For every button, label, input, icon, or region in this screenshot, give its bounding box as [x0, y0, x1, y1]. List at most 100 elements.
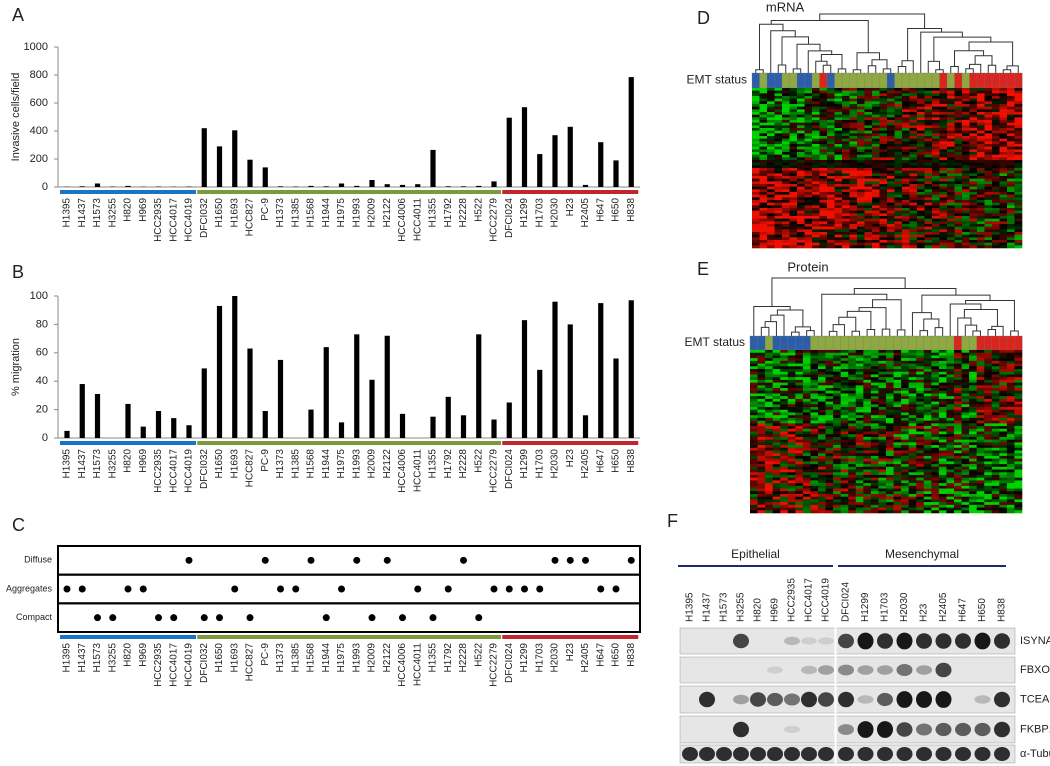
- heatmap-cell: [984, 377, 993, 381]
- heatmap-cell: [923, 428, 932, 432]
- heatmap-cell: [901, 404, 909, 408]
- heatmap-cell: [977, 130, 985, 134]
- heatmap-cell: [969, 423, 977, 427]
- heatmap-cell: [1007, 138, 1015, 142]
- heatmap-cell: [924, 160, 933, 163]
- heatmap-cell: [1014, 480, 1023, 484]
- heatmap-cell: [894, 234, 903, 238]
- heatmap-cell: [938, 436, 947, 440]
- heatmap-cell: [825, 363, 834, 367]
- heatmap-cell: [977, 218, 985, 222]
- heatmap-cell: [870, 493, 879, 497]
- dot: [460, 556, 467, 564]
- blot-band: [733, 721, 749, 738]
- heatmap-cell: [855, 355, 864, 359]
- heatmap-cell: [894, 114, 903, 118]
- heatmap-cell: [909, 141, 918, 145]
- heatmap-cell: [999, 385, 1008, 389]
- heatmap-cell: [947, 109, 955, 113]
- heatmap-cell: [961, 502, 970, 506]
- heatmap-cell: [767, 88, 775, 91]
- heatmap-cell: [916, 450, 925, 454]
- heatmap-cell: [947, 224, 955, 227]
- heatmap-cell: [812, 229, 820, 233]
- heatmap-cell: [923, 415, 932, 419]
- heatmap-cell: [804, 149, 813, 153]
- heatmap-cell: [879, 165, 888, 169]
- bar: [201, 368, 207, 438]
- heatmap-cell: [772, 428, 781, 432]
- heatmap-cell: [961, 439, 970, 443]
- heatmap-cell: [999, 144, 1008, 147]
- heatmap-cell: [878, 436, 887, 440]
- heatmap-cell: [1014, 112, 1023, 115]
- heatmap-cell: [992, 149, 1000, 153]
- heatmap-cell: [757, 374, 766, 378]
- heatmap-cell: [977, 184, 985, 187]
- heatmap-cell: [863, 488, 872, 492]
- heatmap-cell: [872, 208, 880, 211]
- heatmap-cell: [946, 407, 955, 411]
- dendrogram-branch: [927, 60, 940, 73]
- heatmap-cell: [878, 417, 887, 421]
- heatmap-cell: [797, 101, 805, 105]
- heatmap-cell: [893, 436, 902, 440]
- heatmap-cell: [931, 466, 940, 470]
- heatmap-cell: [954, 202, 963, 206]
- heatmap-cell: [849, 234, 858, 238]
- heatmap-cell: [878, 377, 887, 381]
- x-tick-label: H2009: [367, 643, 378, 673]
- heatmap-cell: [759, 192, 768, 195]
- heatmap-cell: [870, 436, 879, 440]
- heatmap-cell: [752, 173, 760, 177]
- heatmap-cell: [782, 109, 790, 113]
- heatmap-cell: [780, 412, 789, 416]
- bar: [537, 369, 543, 438]
- heatmap-cell: [812, 178, 820, 182]
- heatmap-cell: [774, 237, 783, 241]
- heatmap-cell: [855, 461, 864, 465]
- heatmap-cell: [999, 242, 1008, 246]
- heatmap-cell: [833, 401, 841, 405]
- x-tick-label: HCC2935: [153, 198, 164, 242]
- heatmap-cell: [962, 114, 970, 118]
- heatmap-cell: [842, 165, 850, 169]
- status-cell: [999, 72, 1008, 89]
- heatmap-cell: [931, 458, 940, 462]
- heatmap-cell: [946, 496, 955, 500]
- heatmap-cell: [812, 98, 820, 102]
- x-tick-label: H1573: [92, 449, 103, 479]
- heatmap-cell: [857, 106, 865, 110]
- heatmap-cell: [870, 366, 879, 370]
- heatmap-cell: [946, 374, 955, 378]
- heatmap-cell: [819, 117, 828, 121]
- heatmap-cell: [924, 112, 933, 115]
- heatmap-cell: [938, 450, 947, 454]
- heatmap-cell: [932, 237, 940, 241]
- heatmap-cell: [765, 493, 773, 497]
- heatmap-cell: [902, 112, 910, 115]
- heatmap-cell: [864, 122, 873, 126]
- heatmap-cell: [857, 178, 865, 182]
- heatmap-cell: [992, 101, 1000, 105]
- dendrogram-branch: [957, 317, 972, 336]
- heatmap-cell: [1014, 439, 1023, 443]
- heatmap-cell: [870, 398, 879, 402]
- heatmap-cell: [902, 234, 910, 238]
- heatmap-cell: [976, 423, 985, 427]
- heatmap-cell: [946, 455, 955, 459]
- heatmap-cell: [802, 445, 811, 449]
- heatmap-cell: [864, 242, 873, 246]
- dot: [307, 556, 315, 564]
- heatmap-cell: [879, 208, 888, 211]
- heatmap-cell: [797, 176, 805, 179]
- heatmap-cell: [802, 420, 811, 424]
- heatmap-cell: [984, 197, 993, 201]
- heatmap-cell: [870, 491, 879, 495]
- heatmap-cell: [916, 431, 925, 435]
- heatmap-cell: [976, 377, 985, 381]
- heatmap-cell: [961, 388, 970, 392]
- heatmap-cell: [810, 409, 819, 413]
- heatmap-cell: [984, 125, 993, 129]
- heatmap-cell: [893, 358, 902, 362]
